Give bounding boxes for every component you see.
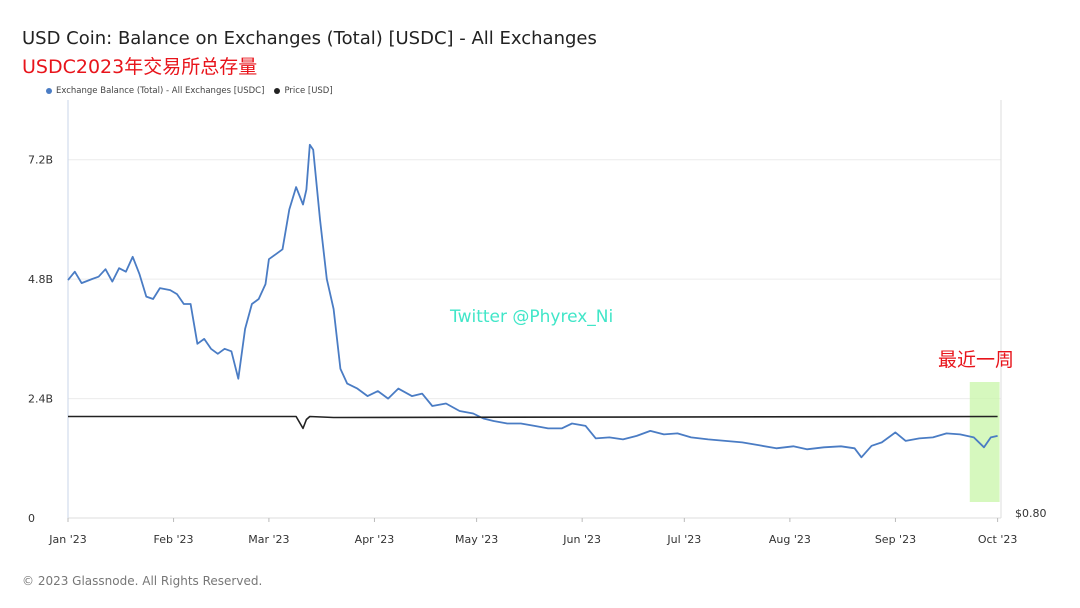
x-tick-label: May '23 — [455, 533, 498, 546]
x-tick-label: Jan '23 — [48, 533, 86, 546]
legend-item-price[interactable]: Price [USD] — [274, 86, 333, 96]
x-tick-label: Feb '23 — [154, 533, 194, 546]
y-tick-label: 4.8B — [28, 273, 53, 286]
y-tick-label: 2.4B — [28, 393, 53, 406]
x-tick-label: Apr '23 — [355, 533, 395, 546]
x-tick-label: Sep '23 — [875, 533, 916, 546]
right-axis-label: $0.80 — [1015, 507, 1047, 520]
x-tick-label: Aug '23 — [769, 533, 811, 546]
x-tick-label: Jun '23 — [562, 533, 601, 546]
legend-dot-balance — [46, 88, 52, 94]
x-tick-label: Mar '23 — [248, 533, 289, 546]
legend-item-balance[interactable]: Exchange Balance (Total) - All Exchanges… — [46, 86, 264, 96]
legend-label-balance: Exchange Balance (Total) - All Exchanges… — [56, 86, 265, 96]
y-tick-label: 0 — [28, 512, 35, 525]
copyright-footer: © 2023 Glassnode. All Rights Reserved. — [22, 574, 263, 588]
watermark: Twitter @Phyrex_Ni — [450, 307, 614, 327]
x-tick-label: Jul '23 — [666, 533, 701, 546]
highlight-region — [969, 382, 1000, 502]
chart-subtitle: USDC2023年交易所总存量 — [22, 56, 258, 78]
legend-dot-price — [274, 88, 281, 94]
series-line-balance — [67, 143, 998, 459]
legend: Exchange Balance (Total) - All Exchanges… — [46, 86, 333, 96]
highlight-note: 最近一周 — [938, 349, 1015, 371]
series-line-price — [68, 415, 998, 430]
x-tick-label: Oct '23 — [978, 533, 1018, 546]
chart-title: USD Coin: Balance on Exchanges (Total) [… — [22, 28, 597, 49]
y-tick-label: 7.2B — [28, 154, 53, 167]
legend-label-price: Price [USD] — [284, 86, 333, 96]
